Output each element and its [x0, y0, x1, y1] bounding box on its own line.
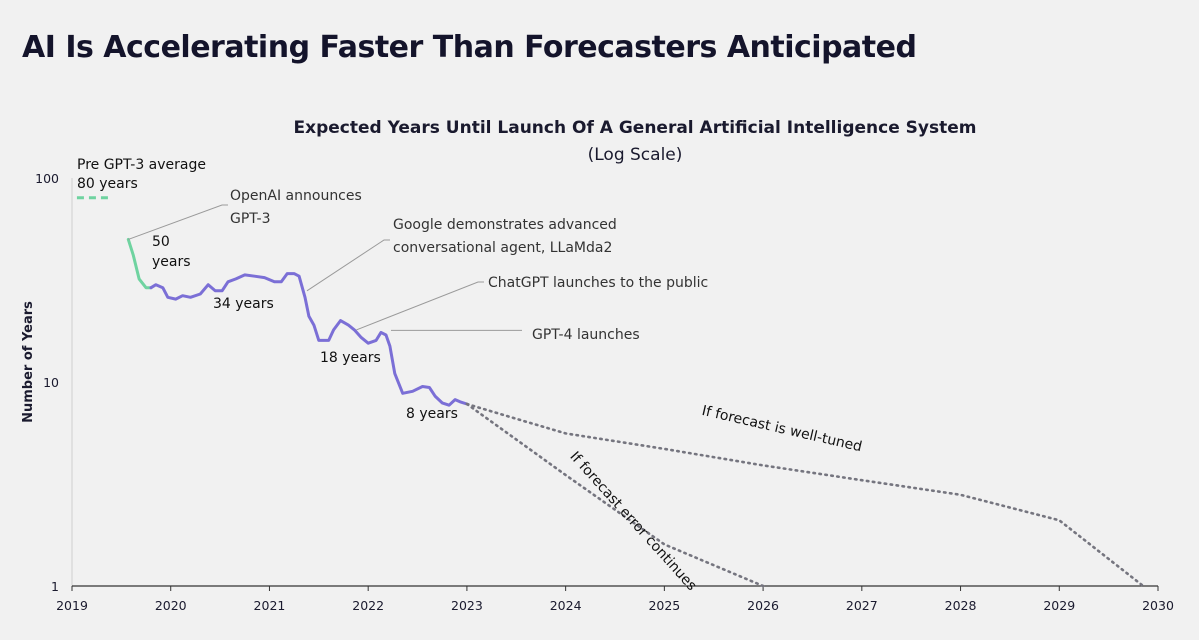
x-tick-label: 2025	[648, 598, 680, 613]
x-tick-label: 2029	[1043, 598, 1075, 613]
chart-title: Expected Years Until Launch Of A General…	[294, 118, 977, 138]
series-forecast	[149, 272, 469, 407]
value-label-50-years-line2: years	[152, 254, 191, 270]
annotation-gpt3-line2: GPT-3	[230, 211, 271, 227]
annotation-layer: Pre GPT-3 average 80 years OpenAI announce…	[77, 157, 864, 594]
projection-label-error-continues: If forecast error continues	[566, 449, 699, 594]
value-label-34-years: 34 years	[213, 296, 274, 312]
leader-line-llamda	[306, 239, 390, 292]
annotation-gpt3: OpenAI announces	[230, 188, 362, 204]
x-tick-label: 2030	[1142, 598, 1174, 613]
projection-well-tuned	[465, 402, 1145, 588]
leader-line-chatgpt	[356, 281, 484, 331]
series-gpt3-drop	[126, 237, 153, 290]
axes: 2019 2020 2021 2022 2023 2024 2025 2026 2027 2028…	[35, 171, 1174, 613]
y-tick-label: 1	[51, 579, 59, 594]
x-tick-label: 2023	[451, 598, 483, 613]
x-tick-label: 2027	[846, 598, 878, 613]
chart-subtitle: (Log Scale)	[588, 145, 683, 165]
baseline-value-label: 80 years	[77, 176, 138, 192]
value-label-8-years: 8 years	[406, 406, 458, 422]
annotation-gpt4: GPT-4 launches	[532, 327, 640, 343]
value-label-18-years: 18 years	[320, 350, 381, 366]
baseline-label: Pre GPT-3 average	[77, 157, 206, 173]
series-layer	[76, 196, 1145, 588]
annotation-chatgpt: ChatGPT launches to the public	[488, 275, 708, 291]
x-tick-label: 2020	[155, 598, 187, 613]
annotation-llamda: Google demonstrates advanced	[393, 217, 617, 233]
x-tick-label: 2021	[254, 598, 286, 613]
projection-error-continues	[465, 402, 765, 588]
x-tick-label: 2019	[56, 598, 88, 613]
page-title: AI Is Accelerating Faster Than Forecaste…	[22, 30, 917, 65]
leader-line-gpt3	[128, 204, 228, 240]
y-tick-label: 10	[43, 375, 59, 390]
x-tick-label: 2026	[747, 598, 779, 613]
x-tick-label: 2022	[352, 598, 384, 613]
value-label-50-years: 50	[152, 234, 170, 250]
x-tick-label: 2028	[945, 598, 977, 613]
projection-label-well-tuned: If forecast is well-tuned	[700, 403, 863, 455]
x-tick-label: 2024	[550, 598, 582, 613]
annotation-llamda-line2: conversational agent, LLaMda2	[393, 240, 612, 256]
y-axis-label: Number of Years	[21, 301, 36, 423]
y-tick-label: 100	[35, 171, 59, 186]
